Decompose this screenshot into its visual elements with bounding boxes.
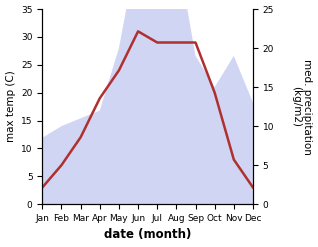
X-axis label: date (month): date (month) bbox=[104, 228, 191, 242]
Y-axis label: max temp (C): max temp (C) bbox=[5, 71, 16, 143]
Y-axis label: med. precipitation
(kg/m2): med. precipitation (kg/m2) bbox=[291, 59, 313, 155]
